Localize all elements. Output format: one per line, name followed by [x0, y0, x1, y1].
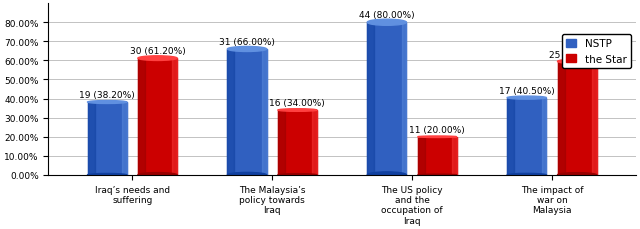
Bar — [88, 103, 127, 175]
Bar — [312, 111, 317, 175]
Bar — [507, 98, 547, 175]
Ellipse shape — [557, 60, 596, 64]
Ellipse shape — [88, 174, 127, 177]
Text: 44 (80.00%): 44 (80.00%) — [359, 11, 415, 20]
Bar — [262, 50, 267, 175]
Bar — [541, 98, 547, 175]
Bar — [557, 62, 564, 175]
Ellipse shape — [138, 173, 177, 177]
Bar — [138, 59, 145, 175]
Bar — [557, 62, 596, 175]
Ellipse shape — [418, 136, 457, 138]
Ellipse shape — [507, 174, 547, 177]
Ellipse shape — [88, 101, 127, 104]
Ellipse shape — [507, 97, 547, 100]
Ellipse shape — [278, 109, 317, 112]
Bar — [418, 137, 457, 175]
Bar — [227, 50, 234, 175]
Text: 25 (59.50%): 25 (59.50%) — [549, 50, 605, 59]
Legend: NSTP, the Star: NSTP, the Star — [562, 35, 630, 68]
Ellipse shape — [418, 174, 457, 176]
Text: 17 (40.50%): 17 (40.50%) — [499, 86, 555, 95]
Bar — [367, 23, 406, 175]
Bar — [418, 137, 425, 175]
Bar — [278, 111, 285, 175]
Bar — [452, 137, 457, 175]
Ellipse shape — [138, 57, 177, 61]
Bar — [172, 59, 177, 175]
Bar — [278, 111, 317, 175]
Bar — [138, 59, 177, 175]
Bar — [367, 23, 374, 175]
Ellipse shape — [367, 172, 406, 178]
Bar — [507, 98, 514, 175]
Ellipse shape — [278, 174, 317, 176]
Bar — [402, 23, 406, 175]
Ellipse shape — [367, 20, 406, 26]
Text: 16 (34.00%): 16 (34.00%) — [269, 99, 325, 108]
Bar — [88, 103, 95, 175]
Ellipse shape — [227, 173, 267, 178]
Ellipse shape — [227, 47, 267, 52]
Text: 19 (38.20%): 19 (38.20%) — [79, 91, 135, 100]
Bar — [227, 50, 267, 175]
Bar — [592, 62, 596, 175]
Text: 30 (61.20%): 30 (61.20%) — [130, 47, 186, 56]
Ellipse shape — [557, 173, 596, 177]
Text: 31 (66.00%): 31 (66.00%) — [219, 38, 275, 47]
Text: 11 (20.00%): 11 (20.00%) — [410, 125, 465, 134]
Bar — [122, 103, 127, 175]
